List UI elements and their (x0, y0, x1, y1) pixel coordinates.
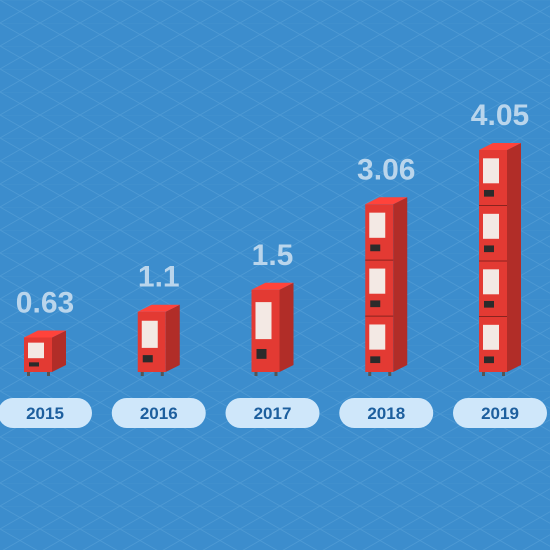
bar-top (251, 282, 294, 290)
machine-foot (27, 372, 30, 376)
machine-slot (484, 189, 494, 197)
machine-window (369, 268, 386, 294)
machine-foot (388, 372, 392, 376)
category-pill (0, 398, 92, 428)
machine-window (255, 302, 272, 340)
machine-slot (370, 300, 381, 308)
machine-foot (482, 372, 485, 376)
machine-slot (370, 356, 381, 364)
machine-slot (29, 362, 39, 367)
category-label: 2018 (367, 404, 405, 423)
category-pill (339, 398, 434, 428)
machine-foot (502, 372, 505, 376)
machine-slot (142, 355, 153, 363)
bar-side (393, 197, 408, 372)
machine-foot (368, 372, 372, 376)
vending-machine-bar (137, 304, 180, 376)
category-label: 2019 (481, 404, 519, 423)
machine-slot (484, 245, 494, 253)
machine-foot (160, 372, 164, 376)
machine-window (28, 342, 44, 359)
bar-side (52, 330, 66, 372)
value-label: 1.1 (138, 261, 180, 294)
machine-window (141, 320, 158, 348)
value-label: 0.63 (16, 286, 74, 319)
machine-slot (256, 348, 267, 359)
category-pill (111, 398, 206, 428)
bar-top (479, 143, 521, 150)
bar-top (365, 197, 408, 205)
category-pill (225, 398, 320, 428)
machine-foot (47, 372, 50, 376)
machine-foot (274, 372, 278, 376)
value-label: 1.5 (252, 239, 294, 272)
machine-foot (254, 372, 258, 376)
machine-window (369, 324, 386, 350)
bar-top (137, 304, 180, 312)
machine-slot (370, 244, 381, 252)
category-label: 2017 (254, 404, 292, 423)
category-pill (453, 398, 547, 428)
machine-window (483, 269, 499, 295)
machine-window (483, 158, 499, 184)
machine-window (483, 213, 499, 239)
bar-side (507, 143, 521, 372)
machine-foot (140, 372, 144, 376)
vending-machine-bar (479, 143, 521, 376)
machine-slot (484, 300, 494, 308)
value-label: 3.06 (357, 153, 415, 186)
machine-slot (484, 356, 494, 364)
value-label: 4.05 (471, 99, 529, 132)
machine-window (369, 212, 386, 238)
bar-side (279, 282, 294, 372)
category-label: 2016 (140, 404, 178, 423)
vending-machine-bar (251, 282, 294, 376)
bar-top (24, 330, 66, 338)
machine-window (483, 324, 499, 350)
bar-side (165, 304, 180, 372)
vending-machine-bar (365, 197, 408, 376)
vending-machine-bar (24, 330, 66, 376)
category-label: 2015 (26, 404, 64, 423)
